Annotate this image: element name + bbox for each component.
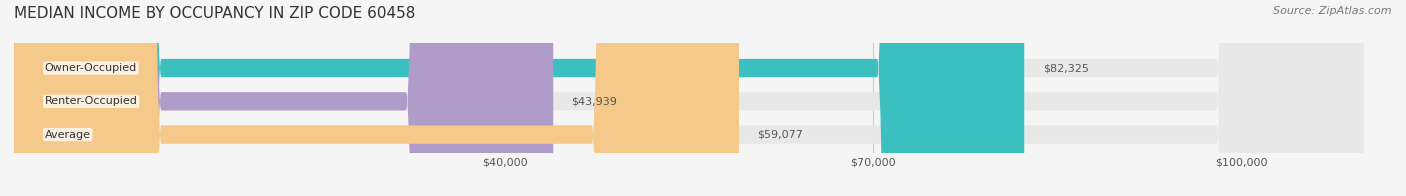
FancyBboxPatch shape [14, 0, 1364, 196]
FancyBboxPatch shape [14, 0, 740, 196]
FancyBboxPatch shape [14, 0, 553, 196]
Text: Average: Average [45, 130, 91, 140]
Text: $59,077: $59,077 [758, 130, 803, 140]
Text: Renter-Occupied: Renter-Occupied [45, 96, 138, 106]
Text: Owner-Occupied: Owner-Occupied [45, 63, 136, 73]
Text: $82,325: $82,325 [1043, 63, 1088, 73]
FancyBboxPatch shape [14, 0, 1024, 196]
FancyBboxPatch shape [14, 0, 1364, 196]
Text: MEDIAN INCOME BY OCCUPANCY IN ZIP CODE 60458: MEDIAN INCOME BY OCCUPANCY IN ZIP CODE 6… [14, 6, 415, 21]
Text: Source: ZipAtlas.com: Source: ZipAtlas.com [1274, 6, 1392, 16]
Text: $43,939: $43,939 [572, 96, 617, 106]
FancyBboxPatch shape [14, 0, 1364, 196]
